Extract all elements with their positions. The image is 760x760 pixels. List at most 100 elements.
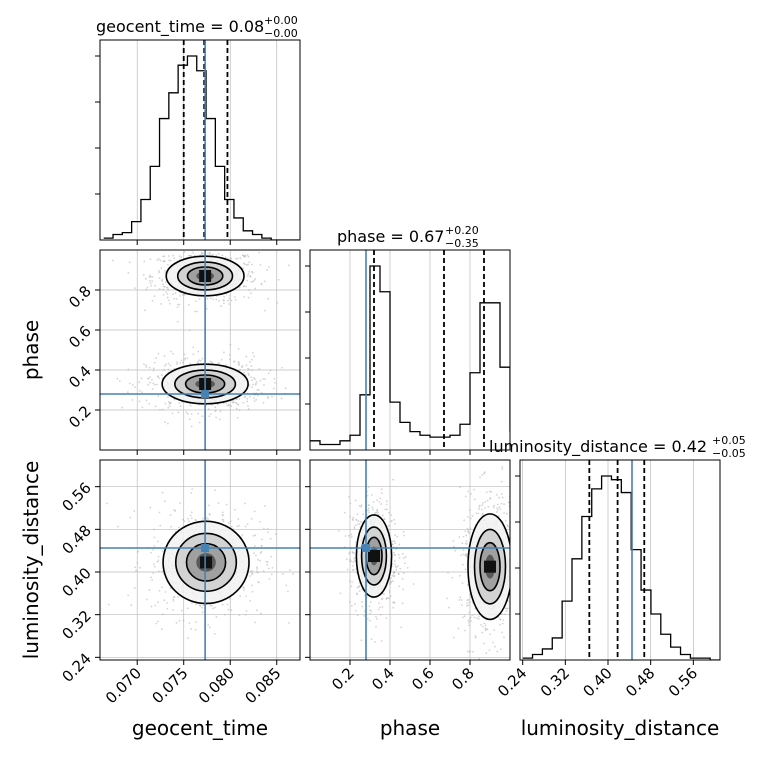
scatter-point — [525, 558, 527, 560]
scatter-point — [396, 535, 399, 538]
scatter-point — [463, 615, 466, 618]
scatter-point — [401, 577, 404, 580]
scatter-point — [233, 508, 236, 511]
scatter-point — [390, 514, 393, 516]
scatter-point — [514, 612, 516, 614]
scatter-point — [178, 255, 181, 258]
scatter-point — [511, 558, 513, 560]
scatter-point — [264, 378, 266, 380]
scatter-point — [468, 509, 471, 512]
scatter-point — [467, 604, 470, 607]
scatter-point — [213, 606, 216, 609]
scatter-point — [245, 285, 247, 288]
scatter-point — [381, 597, 384, 600]
scatter-point — [524, 490, 526, 492]
scatter-point — [473, 616, 476, 619]
scatter-point — [292, 572, 294, 575]
scatter-point — [349, 455, 351, 457]
scatter-point — [183, 251, 186, 253]
scatter-point — [367, 507, 370, 510]
scatter-point — [466, 602, 468, 605]
scatter-point — [152, 548, 154, 551]
scatter-point — [163, 500, 166, 503]
scatter-point — [180, 609, 183, 612]
title-luminosity-distance: luminosity_distance = 0.42 — [489, 437, 707, 457]
scatter-point — [210, 403, 213, 406]
scatter-point — [199, 359, 202, 362]
scatter-point — [128, 382, 131, 385]
scatter-point — [242, 262, 245, 265]
scatter-point — [482, 501, 484, 504]
scatter-point — [253, 355, 255, 358]
scatter-point — [190, 254, 193, 257]
scatter-point — [496, 511, 498, 513]
scatter-point — [368, 605, 371, 608]
scatter-point — [260, 545, 263, 547]
scatter-point — [238, 398, 241, 400]
scatter-point — [172, 352, 175, 355]
axes-frame — [99, 39, 301, 241]
scatter-point — [368, 504, 370, 507]
scatter-point — [207, 624, 210, 626]
tick-label-y: 0.56 — [58, 479, 94, 515]
scatter-point — [369, 601, 372, 604]
scatter-point — [135, 569, 137, 572]
scatter-point — [351, 518, 354, 520]
scatter-point — [384, 508, 387, 511]
scatter-point — [168, 405, 171, 407]
scatter-point — [166, 422, 169, 425]
scatter-point — [406, 566, 409, 569]
scatter-point — [176, 363, 178, 365]
scatter-point — [464, 568, 467, 571]
scatter-point — [138, 400, 141, 403]
scatter-point — [215, 254, 218, 257]
scatter-point — [466, 604, 468, 607]
scatter-point — [350, 536, 353, 538]
scatter-point — [349, 516, 351, 518]
scatter-point — [228, 244, 230, 246]
scatter-point — [202, 252, 204, 255]
axes-frame — [309, 249, 511, 451]
scatter-point — [524, 517, 526, 519]
scatter-point — [460, 554, 463, 557]
scatter-point — [506, 523, 509, 526]
scatter-point — [263, 309, 266, 312]
scatter-point — [243, 285, 245, 288]
scatter-point — [357, 585, 360, 588]
scatter-point — [511, 563, 513, 565]
scatter-point — [263, 383, 265, 386]
scatter-point — [150, 576, 152, 579]
scatter-point — [136, 561, 139, 564]
scatter-point — [483, 622, 486, 625]
tick-label-x: 0.4 — [368, 664, 398, 694]
scatter-point — [153, 528, 155, 531]
histogram-geocent_time — [103, 55, 300, 240]
scatter-point — [467, 530, 470, 533]
scatter-point — [196, 310, 198, 313]
scatter-point — [193, 310, 196, 313]
scatter-point — [188, 418, 191, 421]
scatter-point — [190, 492, 193, 494]
scatter-point — [280, 397, 283, 400]
histogram-phase — [310, 265, 510, 446]
scatter-point — [337, 530, 340, 533]
scatter-point — [397, 573, 400, 575]
scatter-point — [186, 607, 189, 610]
scatter-point — [246, 397, 249, 400]
scatter-point — [262, 401, 265, 404]
xlabel-geocent-time: geocent_time — [132, 716, 268, 740]
scatter-point — [214, 406, 217, 409]
scatter-point — [359, 520, 362, 523]
scatter-point — [387, 525, 390, 527]
scatter-point — [448, 606, 450, 609]
scatter-point — [222, 402, 225, 405]
scatter-point — [248, 261, 251, 264]
scatter-point — [241, 534, 244, 536]
scatter-point — [398, 585, 401, 588]
scatter-point — [457, 627, 460, 630]
scatter-point — [263, 280, 266, 283]
title-phase-minus: −0.35 — [445, 237, 479, 250]
scatter-point — [143, 260, 146, 263]
scatter-point — [230, 299, 233, 302]
scatter-point — [174, 292, 177, 295]
